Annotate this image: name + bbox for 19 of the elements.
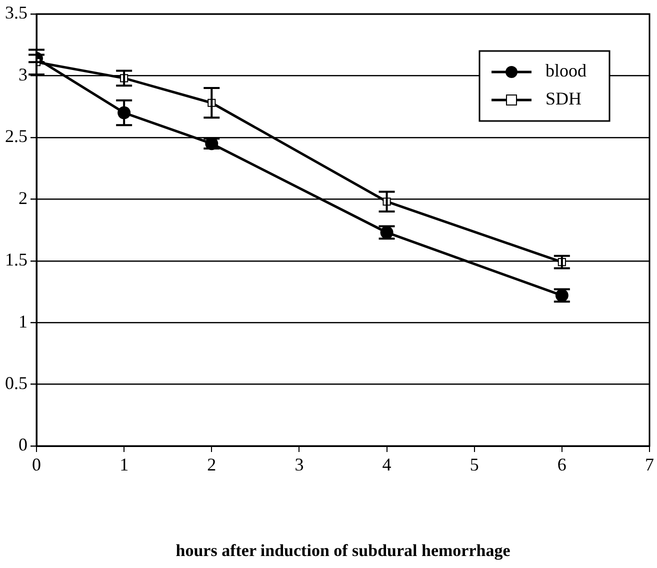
y-tick-label: 2 bbox=[18, 188, 28, 208]
x-tick-label: 7 bbox=[645, 454, 654, 475]
y-tick-label: 1.5 bbox=[5, 250, 28, 270]
y-tick-label: 3 bbox=[18, 64, 28, 84]
y-tick-label: 3.5 bbox=[5, 2, 28, 23]
y-tick-label: 1 bbox=[18, 311, 28, 332]
legend-label: SDH bbox=[546, 88, 582, 109]
y-tick-label: 2.5 bbox=[5, 126, 28, 146]
x-tick-label: 4 bbox=[382, 454, 392, 475]
y-tick-label: 0.5 bbox=[5, 373, 28, 394]
x-axis-title: hours after induction of subdural hemorrhage bbox=[176, 541, 511, 560]
x-tick-label: 2 bbox=[207, 454, 216, 475]
x-tick-label: 3 bbox=[294, 454, 304, 475]
x-tick-label: 5 bbox=[470, 454, 479, 475]
x-tick-label: 6 bbox=[557, 454, 566, 475]
x-tick-label: 0 bbox=[32, 454, 41, 475]
y-tick-label: 0 bbox=[18, 434, 28, 455]
legend-label: blood bbox=[546, 60, 587, 81]
x-tick-label: 1 bbox=[120, 454, 129, 475]
